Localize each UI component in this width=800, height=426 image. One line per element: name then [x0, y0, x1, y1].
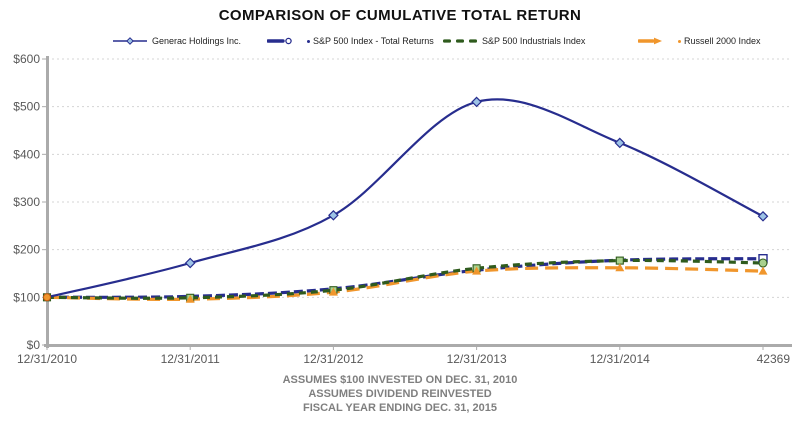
- y-tick-label: $300: [13, 195, 40, 209]
- y-tick-label: $0: [27, 338, 41, 352]
- footnote-line-2: ASSUMES DIVIDEND REINVESTED: [308, 388, 492, 400]
- gridlines: [47, 58, 792, 298]
- x-tick-label: 12/31/2012: [303, 352, 363, 366]
- legend-bullet-icon: [678, 39, 681, 43]
- legend-swatch: [267, 37, 292, 45]
- legend-label: Generac Holdings Inc.: [152, 36, 242, 46]
- legend-item: S&P 500 Index - Total Returns: [267, 35, 434, 47]
- y-axis-labels: $0 $100 $200 $300 $400 $500 $600: [13, 52, 40, 352]
- y-tick-label: $100: [13, 290, 40, 304]
- series-line: [46, 98, 764, 299]
- chart-footnotes: ASSUMES $100 INVESTED ON DEC. 31, 2010 A…: [0, 373, 800, 415]
- legend-label: S&P 500 Industrials Index: [482, 36, 586, 46]
- x-tick-label: 12/31/2013: [447, 352, 507, 366]
- footnote-line-3: FISCAL YEAR ENDING DEC. 31, 2015: [303, 402, 497, 414]
- series-markers: [184, 96, 769, 269]
- legend-swatch: [638, 37, 662, 45]
- axes: [42, 56, 792, 350]
- legend-label: Russell 2000 Index: [684, 36, 761, 46]
- series-line: [46, 258, 764, 300]
- y-tick-label: $200: [13, 243, 40, 257]
- x-tick-label: 42369: [757, 352, 791, 366]
- footnote-line-1: ASSUMES $100 INVESTED ON DEC. 31, 2010: [282, 374, 518, 386]
- y-tick-label: $400: [13, 147, 40, 161]
- series-line: [46, 257, 764, 299]
- legend-item: S&P 500 Industrials Index: [443, 35, 585, 47]
- x-tick-label: 12/31/2014: [590, 352, 650, 366]
- legend-item: Generac Holdings Inc.: [113, 35, 241, 47]
- legend-swatch: [113, 37, 147, 45]
- legend-swatch: [443, 39, 477, 43]
- series-markers: [43, 263, 768, 303]
- legend-bullet-icon: [307, 39, 310, 43]
- chart-title: COMPARISON OF CUMULATIVE TOTAL RETURN: [218, 7, 582, 24]
- x-tick-label: 12/31/2011: [161, 352, 220, 366]
- y-tick-label: $500: [13, 100, 40, 114]
- x-axis-labels: 12/31/2010 12/31/2011 12/31/2012 12/31/2013…: [17, 352, 790, 366]
- series-line: [46, 266, 764, 301]
- legend: Generac Holdings Inc. S&P 500 Index - Tot…: [0, 35, 800, 47]
- y-tick-label: $600: [13, 52, 40, 66]
- legend-label: S&P 500 Index - Total Returns: [313, 36, 434, 46]
- x-tick-label: 12/31/2010: [17, 352, 77, 366]
- legend-item: Russell 2000 Index: [638, 35, 761, 47]
